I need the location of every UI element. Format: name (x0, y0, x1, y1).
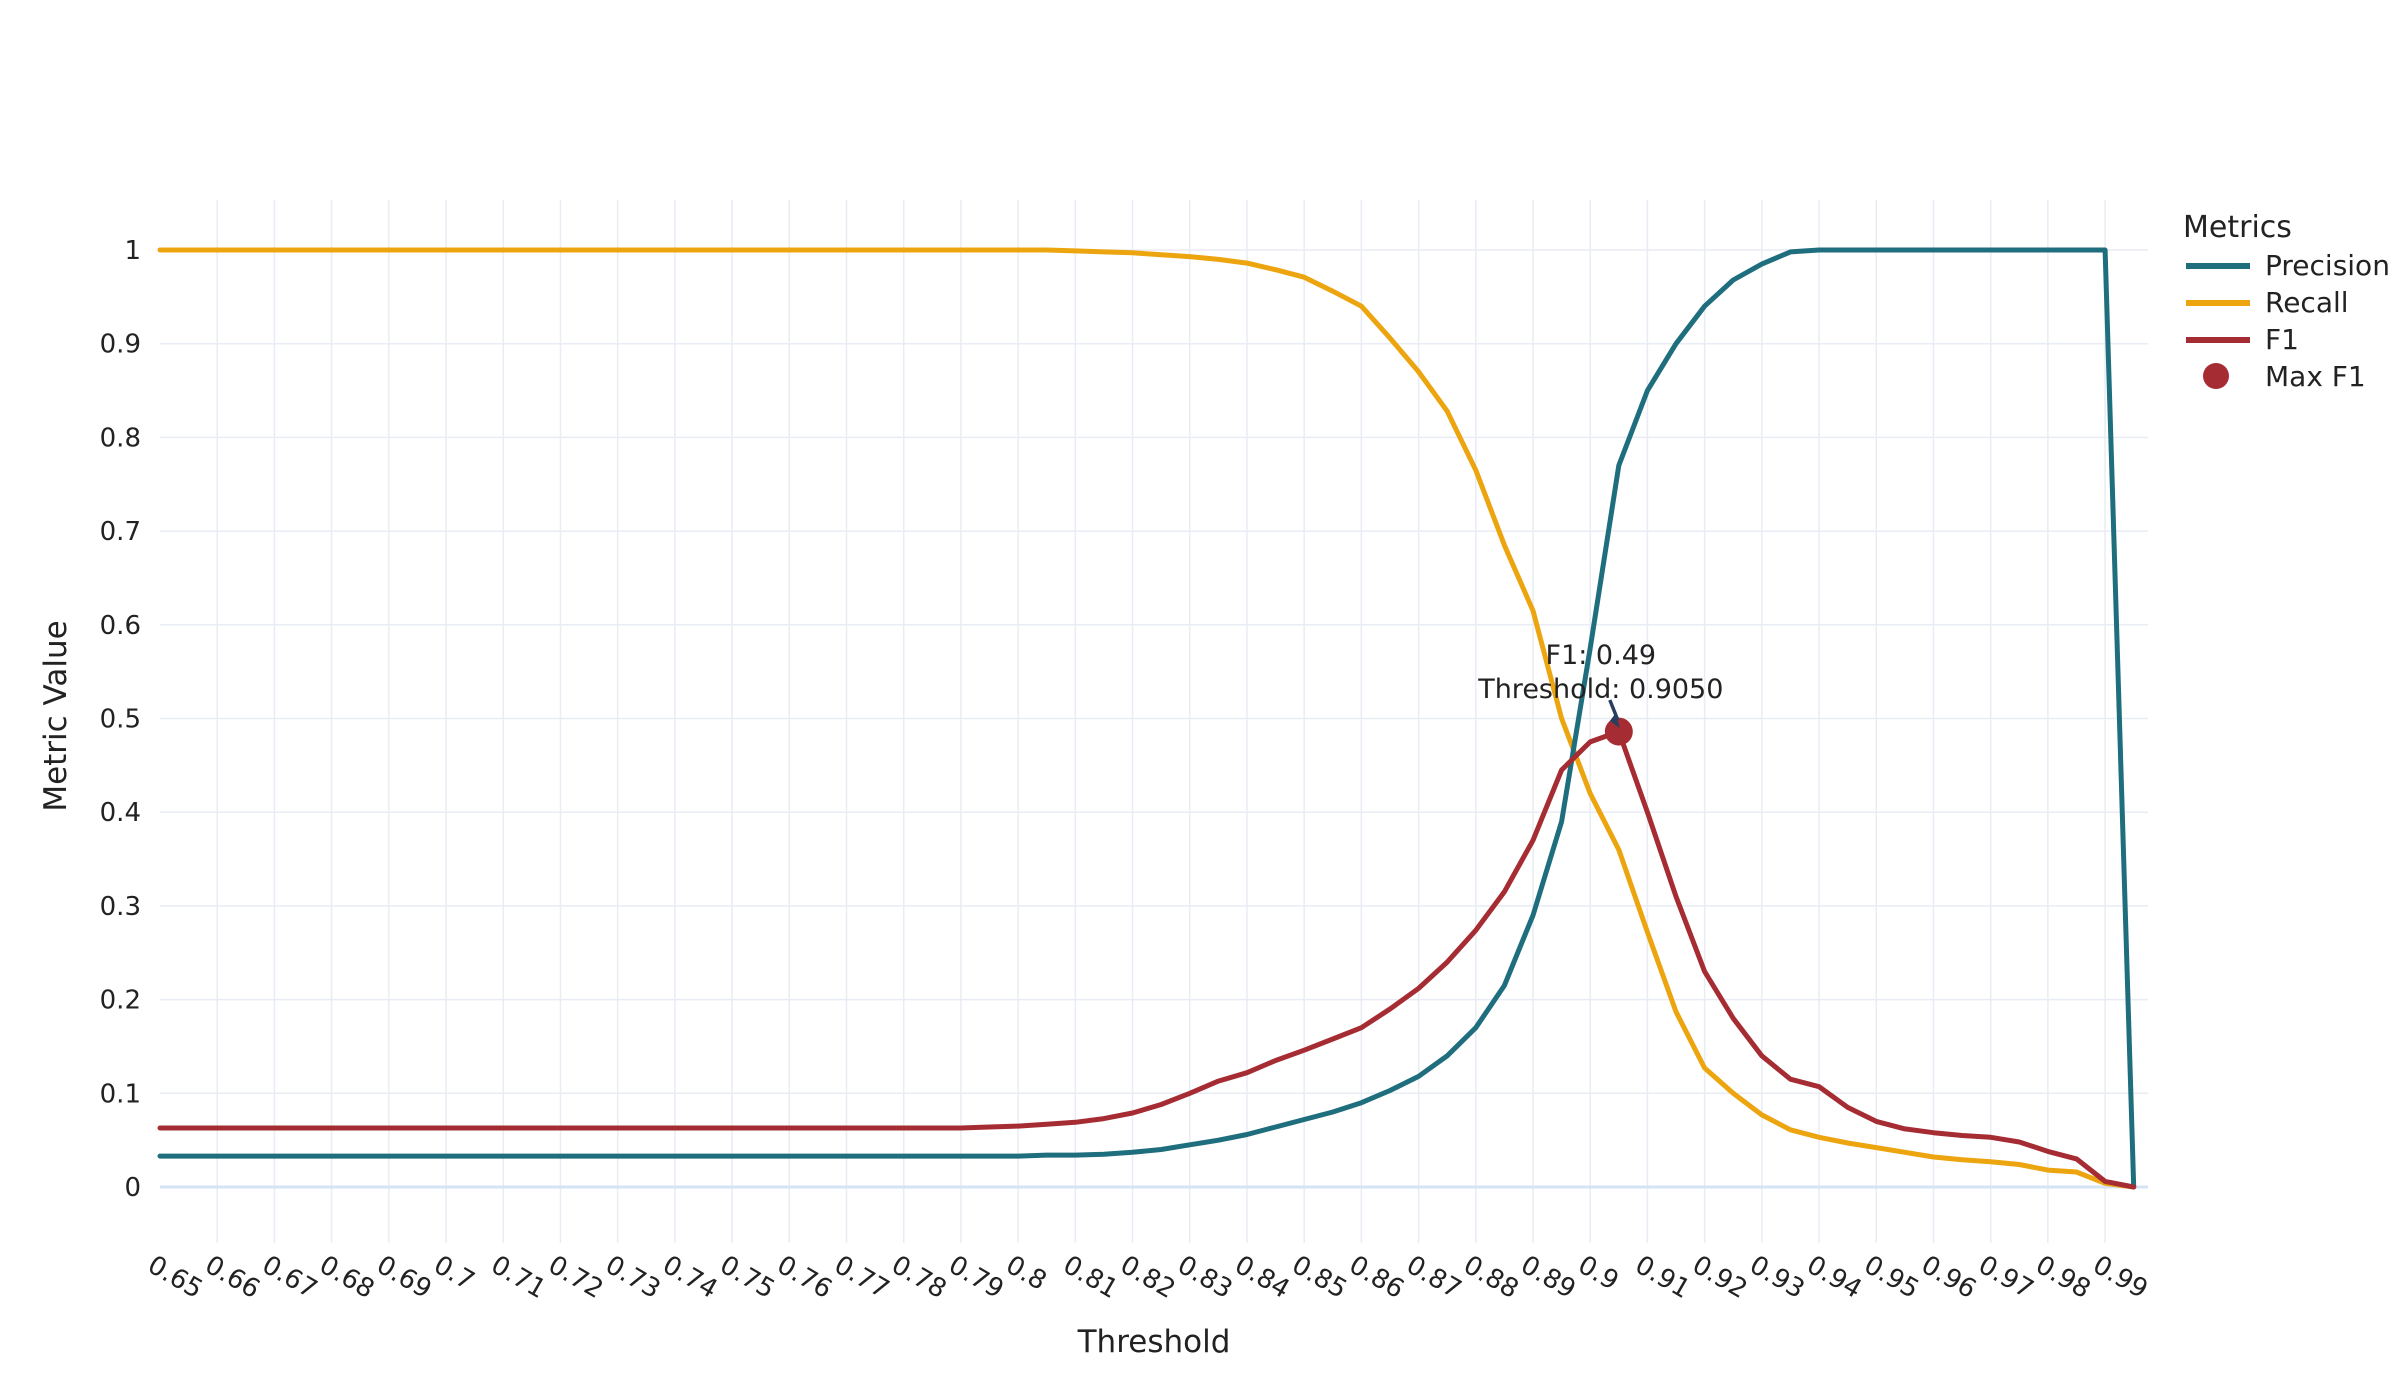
x-tick-label: 0.91 (1630, 1250, 1695, 1305)
legend-item-label: Recall (2265, 286, 2349, 319)
x-tick-label: 0.74 (657, 1250, 722, 1305)
x-tick-label: 0.86 (1344, 1250, 1409, 1305)
recall-line (157, 247, 2137, 1190)
legend-title: Metrics (2183, 210, 2292, 245)
x-tick-label: 0.69 (371, 1250, 436, 1305)
y-tick-label: 0.5 (100, 705, 141, 735)
legend: Metrics Precision Recall F1 Max F1 (2183, 210, 2390, 393)
legend-swatch-dot (2203, 363, 2229, 389)
x-tick-label: 0.96 (1916, 1250, 1981, 1305)
x-tick-label: 0.98 (2030, 1250, 2095, 1305)
x-tick-label: 0.75 (715, 1250, 780, 1305)
x-tick-label: 0.92 (1687, 1250, 1752, 1305)
x-tick-label: 0.67 (257, 1250, 322, 1305)
x-tick-label: 0.78 (886, 1250, 951, 1305)
y-tick-label: 0.6 (100, 611, 141, 641)
x-tick-label: 0.89 (1516, 1250, 1581, 1305)
x-tick-label: 0.81 (1058, 1250, 1123, 1305)
x-tick-label: 0.93 (1744, 1250, 1809, 1305)
x-tick-label: 0.99 (2088, 1250, 2153, 1305)
y-tick-label: 0 (124, 1173, 141, 1203)
x-tick-label: 0.79 (943, 1250, 1008, 1305)
y-tick-label: 0.3 (100, 892, 141, 922)
x-tick-label: 0.94 (1802, 1250, 1867, 1305)
y-tick-label: 0.1 (100, 1079, 141, 1109)
x-tick-label: 0.87 (1401, 1250, 1466, 1305)
precision-line (157, 247, 2137, 1190)
y-tick-label: 0.9 (100, 330, 141, 360)
y-axis-title: Metric Value (38, 620, 74, 811)
x-tick-label: 0.76 (772, 1250, 837, 1305)
x-axis-title: Threshold (1077, 1324, 1231, 1360)
legend-item-label: Max F1 (2265, 360, 2366, 393)
x-tick-label: 0.9 (1573, 1250, 1624, 1297)
y-tick-label: 0.4 (100, 798, 141, 828)
legend-item-label: F1 (2265, 323, 2299, 356)
annotation-text-f1: F1: 0.49 (1546, 640, 1657, 671)
x-tick-label: 0.88 (1458, 1250, 1523, 1305)
legend-item-recall[interactable]: Recall (2186, 286, 2349, 319)
x-tick-label: 0.77 (829, 1250, 894, 1305)
legend-item-max-f1[interactable]: Max F1 (2203, 360, 2366, 393)
x-tick-label: 0.65 (143, 1250, 208, 1305)
annotation-text-threshold: Threshold: 0.9050 (1477, 674, 1723, 705)
x-tick-label: 0.68 (314, 1250, 379, 1305)
x-tick-label: 0.71 (486, 1250, 551, 1305)
x-tick-label: 0.83 (1172, 1250, 1237, 1305)
f1-line (157, 729, 2137, 1190)
x-tick-label: 0.84 (1229, 1250, 1294, 1305)
max-f1-point (1604, 717, 1633, 746)
x-tick-label: 0.8 (1001, 1250, 1052, 1297)
x-tick-label: 0.95 (1859, 1250, 1924, 1305)
gridlines (160, 200, 2148, 1243)
series-lines (157, 247, 2137, 1190)
y-tick-label: 1 (124, 236, 141, 266)
x-tick-label: 0.85 (1287, 1250, 1352, 1305)
y-tick-label: 0.7 (100, 517, 141, 547)
x-tick-label: 0.7 (429, 1250, 480, 1297)
annotation-arrowhead (1609, 713, 1620, 728)
y-tick-label: 0.2 (100, 986, 141, 1016)
x-tick-label: 0.72 (543, 1250, 608, 1305)
legend-item-label: Precision (2265, 249, 2390, 282)
y-tick-label: 0.8 (100, 423, 141, 453)
x-tick-label: 0.66 (200, 1250, 265, 1305)
legend-item-f1[interactable]: F1 (2186, 323, 2299, 356)
x-tick-label: 0.73 (600, 1250, 665, 1305)
x-tick-label: 0.97 (1973, 1250, 2038, 1305)
x-tick-label: 0.82 (1115, 1250, 1180, 1305)
legend-item-precision[interactable]: Precision (2186, 249, 2390, 282)
